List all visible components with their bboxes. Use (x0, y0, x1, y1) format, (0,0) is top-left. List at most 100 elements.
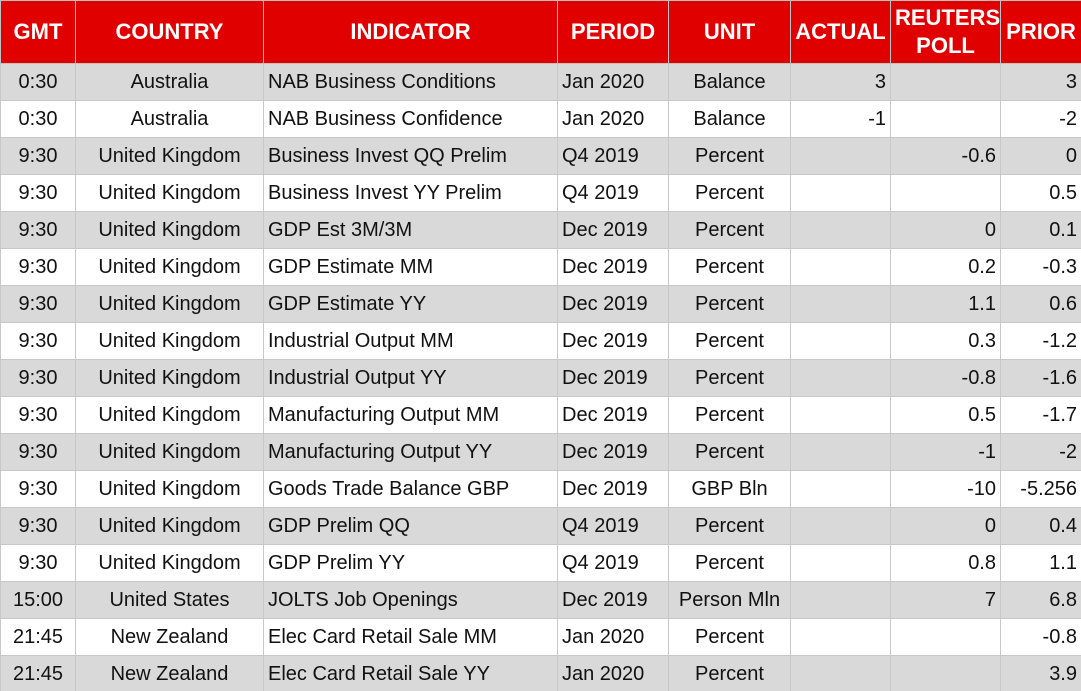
country-cell: United Kingdom (75, 322, 264, 360)
reuters-poll-cell: -0.6 (890, 137, 1001, 175)
unit-cell: Percent (668, 396, 791, 434)
prior-cell: 0.6 (1000, 285, 1081, 323)
table-row: 9:30 United Kingdom GDP Prelim QQ Q4 2019 Pe… (0, 507, 1081, 545)
reuters-poll-cell: 1.1 (890, 285, 1001, 323)
country-cell: United Kingdom (75, 470, 264, 508)
gmt-cell: 9:30 (0, 359, 76, 397)
unit-cell: Percent (668, 655, 791, 691)
period-cell: Q4 2019 (557, 507, 669, 545)
unit-cell: Percent (668, 544, 791, 582)
unit-cell: Percent (668, 211, 791, 249)
prior-cell: 0.5 (1000, 174, 1081, 212)
actual-cell (790, 655, 891, 691)
gmt-cell: 9:30 (0, 137, 76, 175)
reuters-poll-cell (890, 174, 1001, 212)
reuters-poll-cell: -10 (890, 470, 1001, 508)
actual-cell (790, 581, 891, 619)
gmt-cell: 9:30 (0, 285, 76, 323)
reuters-poll-cell: 0.3 (890, 322, 1001, 360)
reuters-poll-cell (890, 618, 1001, 656)
prior-cell: -1.6 (1000, 359, 1081, 397)
table-row: 9:30 United Kingdom GDP Estimate MM Dec 201… (0, 248, 1081, 286)
table-row: 9:30 United Kingdom GDP Estimate YY Dec 201… (0, 285, 1081, 323)
gmt-cell: 9:30 (0, 507, 76, 545)
gmt-cell: 21:45 (0, 618, 76, 656)
country-cell: United Kingdom (75, 211, 264, 249)
indicator-cell: Goods Trade Balance GBP (263, 470, 558, 508)
country-cell: United Kingdom (75, 137, 264, 175)
column-header: UNIT (668, 0, 791, 64)
unit-cell: Percent (668, 618, 791, 656)
unit-cell: Percent (668, 248, 791, 286)
prior-cell: 6.8 (1000, 581, 1081, 619)
indicator-cell: GDP Prelim YY (263, 544, 558, 582)
table-row: 21:45 New Zealand Elec Card Retail Sale YY… (0, 655, 1081, 691)
country-cell: Australia (75, 100, 264, 138)
actual-cell (790, 618, 891, 656)
country-cell: United Kingdom (75, 174, 264, 212)
period-cell: Dec 2019 (557, 581, 669, 619)
reuters-poll-cell (890, 100, 1001, 138)
column-header: INDICATOR (263, 0, 558, 64)
period-cell: Q4 2019 (557, 137, 669, 175)
actual-cell (790, 359, 891, 397)
unit-cell: Percent (668, 322, 791, 360)
table-row: 0:30 Australia NAB Business Conditions Jan … (0, 63, 1081, 101)
indicator-cell: JOLTS Job Openings (263, 581, 558, 619)
gmt-cell: 9:30 (0, 174, 76, 212)
actual-cell (790, 507, 891, 545)
table-row: 15:00 United States JOLTS Job Openings Dec … (0, 581, 1081, 619)
actual-cell: -1 (790, 100, 891, 138)
gmt-cell: 21:45 (0, 655, 76, 691)
indicator-cell: Manufacturing Output YY (263, 433, 558, 471)
period-cell: Dec 2019 (557, 470, 669, 508)
column-header: COUNTRY (75, 0, 264, 64)
period-cell: Dec 2019 (557, 433, 669, 471)
gmt-cell: 9:30 (0, 248, 76, 286)
gmt-cell: 0:30 (0, 63, 76, 101)
indicator-cell: Business Invest YY Prelim (263, 174, 558, 212)
period-cell: Jan 2020 (557, 618, 669, 656)
period-cell: Dec 2019 (557, 322, 669, 360)
indicator-cell: Industrial Output MM (263, 322, 558, 360)
actual-cell (790, 285, 891, 323)
reuters-poll-cell: 7 (890, 581, 1001, 619)
column-header: ACTUAL (790, 0, 891, 64)
reuters-poll-cell (890, 655, 1001, 691)
country-cell: New Zealand (75, 618, 264, 656)
country-cell: United Kingdom (75, 285, 264, 323)
reuters-poll-cell: -1 (890, 433, 1001, 471)
period-cell: Jan 2020 (557, 63, 669, 101)
reuters-poll-cell: 0.5 (890, 396, 1001, 434)
unit-cell: Percent (668, 433, 791, 471)
table-row: 9:30 United Kingdom Manufacturing Output M… (0, 396, 1081, 434)
country-cell: United Kingdom (75, 507, 264, 545)
table-row: 9:30 United Kingdom GDP Prelim YY Q4 2019 Pe… (0, 544, 1081, 582)
gmt-cell: 9:30 (0, 544, 76, 582)
actual-cell (790, 137, 891, 175)
table-row: 0:30 Australia NAB Business Confidence Jan … (0, 100, 1081, 138)
actual-cell: 3 (790, 63, 891, 101)
indicator-cell: Manufacturing Output MM (263, 396, 558, 434)
gmt-cell: 9:30 (0, 211, 76, 249)
table-row: 9:30 United Kingdom Goods Trade Balance GB… (0, 470, 1081, 508)
actual-cell (790, 396, 891, 434)
column-header: PERIOD (557, 0, 669, 64)
country-cell: United Kingdom (75, 359, 264, 397)
period-cell: Q4 2019 (557, 174, 669, 212)
table-row: 9:30 United Kingdom Business Invest QQ Pre… (0, 137, 1081, 175)
actual-cell (790, 211, 891, 249)
reuters-poll-cell: 0 (890, 211, 1001, 249)
unit-cell: Person Mln (668, 581, 791, 619)
reuters-poll-cell: 0 (890, 507, 1001, 545)
table-row: 9:30 United Kingdom GDP Est 3M/3M Dec 2019 P… (0, 211, 1081, 249)
indicator-cell: GDP Estimate MM (263, 248, 558, 286)
prior-cell: -2 (1000, 100, 1081, 138)
period-cell: Dec 2019 (557, 248, 669, 286)
unit-cell: Percent (668, 359, 791, 397)
reuters-poll-cell: -0.8 (890, 359, 1001, 397)
gmt-cell: 15:00 (0, 581, 76, 619)
unit-cell: Percent (668, 285, 791, 323)
